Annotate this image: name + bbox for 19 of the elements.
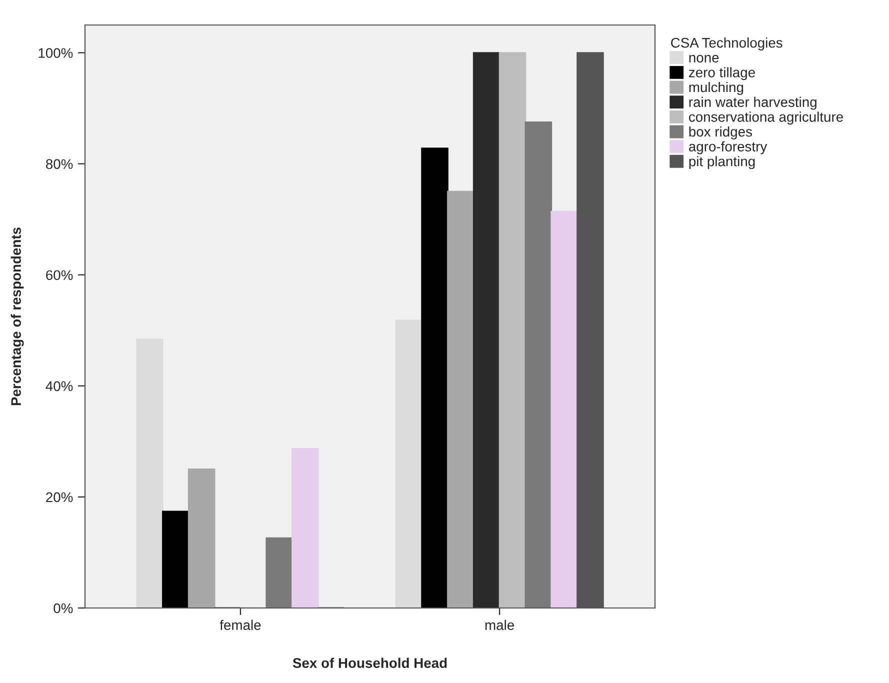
x-tick-label: female — [220, 620, 261, 630]
x-axis-title: Sex of Household Head — [292, 658, 447, 668]
y-tick-label: 100% — [38, 48, 73, 58]
x-tick-label: male — [485, 620, 514, 630]
y-tick-label: 80% — [46, 159, 73, 169]
legend-title: CSA Technologies — [671, 38, 782, 50]
y-axis-title: Percentage of respondents — [10, 228, 24, 406]
legend-label: conservationa agriculture — [688, 112, 843, 125]
legend-label: zero tillage — [688, 67, 755, 80]
y-tick-label: 0% — [54, 603, 73, 614]
y-tick-label: 20% — [46, 492, 73, 502]
legend-label: mulching — [689, 82, 744, 95]
y-tick-label: 40% — [46, 381, 73, 392]
legend-label: agro-forestry — [688, 141, 768, 154]
y-tick-label: 60% — [46, 270, 73, 280]
legend-label: none — [689, 54, 719, 63]
legend-label: pit planting — [689, 156, 755, 170]
legend-label: rain water harvesting — [689, 96, 816, 110]
legend-label: box ridges — [689, 126, 752, 140]
